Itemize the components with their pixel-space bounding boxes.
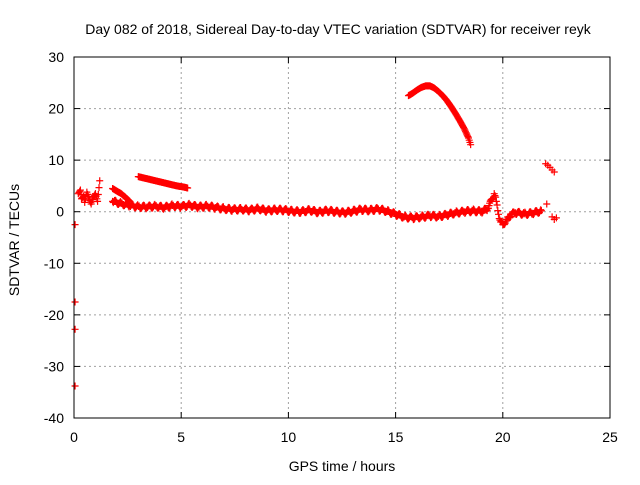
data-point [501,220,509,228]
series-0 [109,190,545,229]
series-5 [71,221,79,390]
y-tick-label: 30 [48,49,64,65]
data-point [76,187,84,195]
x-tick-label: 25 [602,429,618,445]
series-3 [404,82,475,149]
data-point [95,184,103,192]
data-point [184,184,192,192]
data-point [506,214,514,222]
data-point [537,206,545,214]
data-point [467,141,475,149]
y-tick-label: -10 [44,255,64,271]
series-2 [134,173,192,192]
data-point [550,168,558,176]
data-point [543,200,551,208]
y-tick-label: -20 [44,307,64,323]
data-point [71,325,79,333]
x-tick-label: 15 [388,429,404,445]
data-point [494,207,502,215]
data-point [479,208,487,216]
data-point [492,193,500,201]
data-point [94,191,102,199]
data-point [71,298,79,306]
y-axis-label: SDTVAR / TECUs [6,184,22,296]
x-tick-label: 10 [281,429,297,445]
y-tick-label: -30 [44,358,64,374]
x-tick-label: 0 [70,429,78,445]
plot-frame [73,56,611,419]
data-point [493,201,501,209]
data-point [464,133,472,141]
x-tick-label: 20 [495,429,511,445]
data-point [94,197,102,205]
data-point [71,221,79,229]
chart-title: Day 082 of 2018, Sidereal Day-to-day VTE… [85,21,591,37]
data-point [537,207,545,215]
data-point [495,210,503,218]
y-tick-label: 20 [48,101,64,117]
data-point [491,192,499,200]
data-point [552,214,560,222]
data-point [71,382,79,390]
x-axis-label: GPS time / hours [289,458,396,474]
y-tick-label: 0 [56,204,64,220]
data-point [126,197,134,205]
ticks-layer: 0 5 10 15 20 25 -40 -30 -20 -10 0 10 20 30 [44,49,618,445]
y-tick-label: -40 [44,410,64,426]
x-tick-label: 5 [177,429,185,445]
data-point [96,177,104,185]
series-4 [542,160,560,223]
data-point [492,197,500,205]
data-points-layer [71,82,560,390]
series-1 [74,177,134,208]
y-tick-label: 10 [48,152,64,168]
